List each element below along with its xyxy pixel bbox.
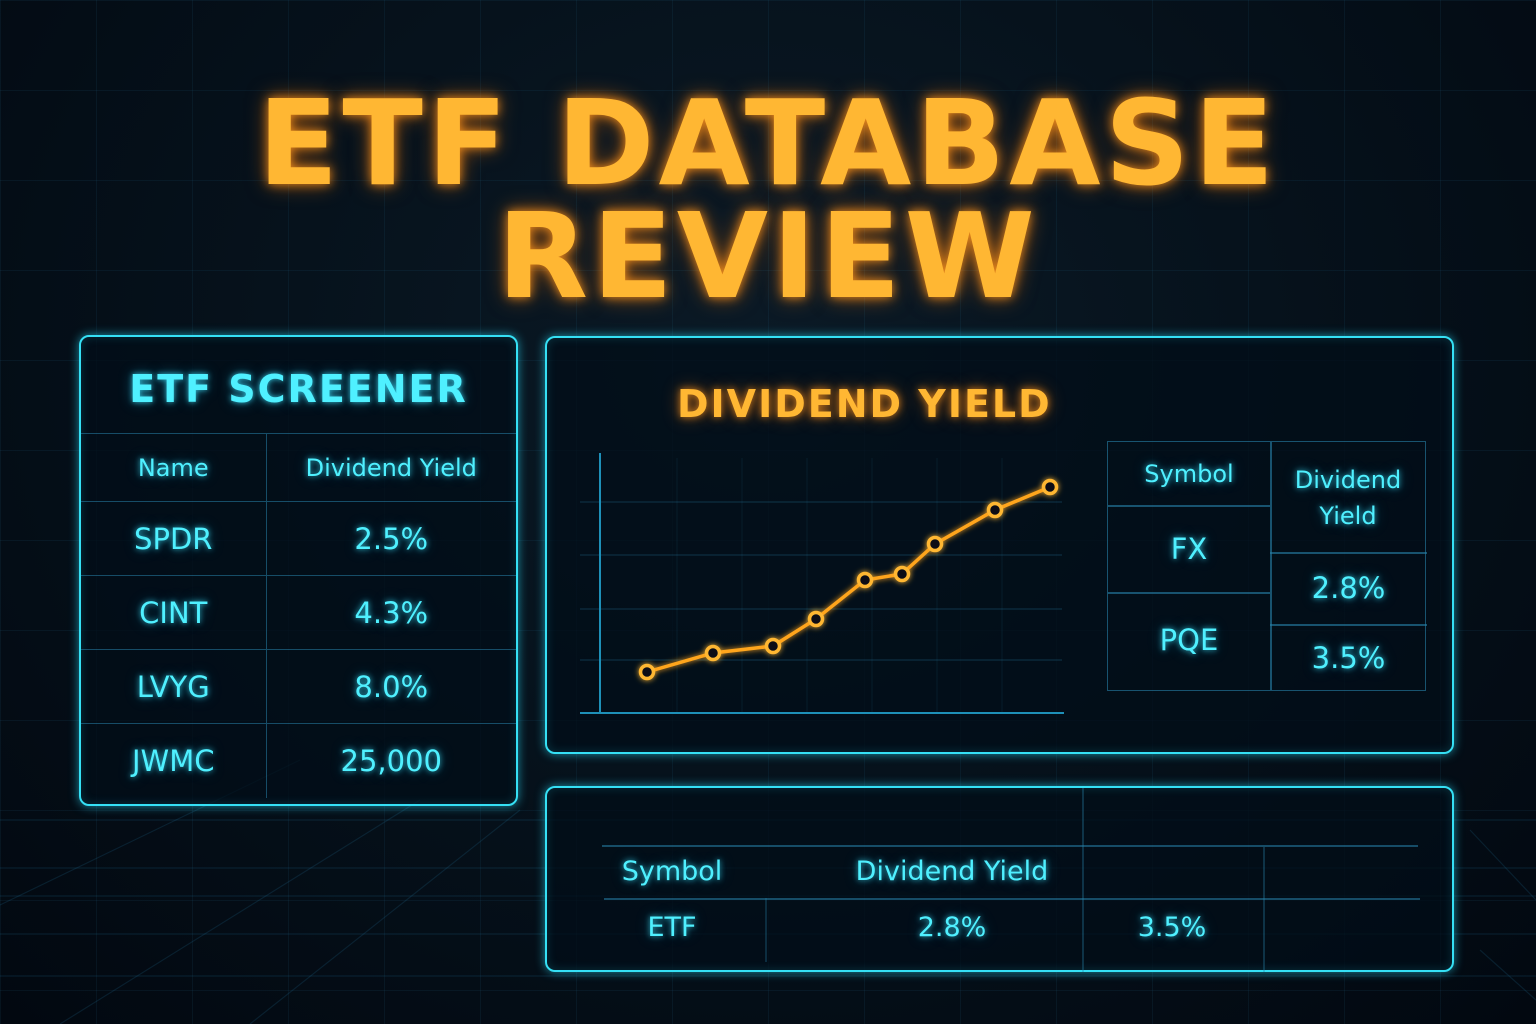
etf-screener-panel: ETF SCREENER Name Dividend Yield SPDR 2.… xyxy=(79,335,518,806)
table-row[interactable]: SPDR 2.5% xyxy=(81,501,516,576)
cell-extra-value: 3.5% xyxy=(1137,912,1207,943)
symbol-yield-side-table: Symbol Dividend Yield FX PQE 2.8% 3.5% xyxy=(1107,441,1427,691)
divider xyxy=(765,898,767,962)
divider xyxy=(602,845,1418,847)
divider xyxy=(1270,624,1427,626)
cell-yield: 2.8% xyxy=(1311,571,1386,605)
column-header-name[interactable]: Name xyxy=(81,433,266,502)
cell-name: LVYG xyxy=(81,649,266,724)
column-header-symbol[interactable]: Symbol xyxy=(621,856,723,887)
divider xyxy=(1108,592,1270,594)
table-row[interactable]: CINT 4.3% xyxy=(81,575,516,650)
divider xyxy=(604,898,1420,900)
cell-name: SPDR xyxy=(81,501,266,576)
cell-yield: 25,000 xyxy=(265,723,516,798)
dividend-yield-chart-panel: DIVIDEND YIELD xyxy=(545,336,1454,754)
page-title-line1: ETF DATABASE xyxy=(257,74,1279,212)
cell-symbol: FX xyxy=(1170,531,1208,566)
divider xyxy=(1108,505,1270,507)
cell-symbol: PQE xyxy=(1159,622,1219,657)
screener-header-row: Name Dividend Yield xyxy=(81,433,516,502)
column-header-symbol[interactable]: Symbol xyxy=(1144,459,1234,488)
cell-yield: 4.3% xyxy=(265,575,516,650)
bottom-table-panel: Symbol Dividend Yield ETF 2.8% 3.5% xyxy=(545,786,1454,972)
line-chart xyxy=(580,453,1064,714)
divider xyxy=(1270,442,1272,690)
cell-yield: 3.5% xyxy=(1311,641,1386,675)
cell-name: JWMC xyxy=(81,723,266,798)
column-header-dividend-yield[interactable]: Dividend Yield xyxy=(1294,465,1402,530)
dividend-yield-series xyxy=(638,478,1059,681)
screener-table: Name Dividend Yield SPDR 2.5% CINT 4.3% … xyxy=(81,433,516,798)
cell-yield: 2.5% xyxy=(265,501,516,576)
cell-yield: 2.8% xyxy=(917,912,987,943)
page-title-line2: REVIEW xyxy=(497,187,1039,325)
table-row[interactable]: LVYG 8.0% xyxy=(81,649,516,724)
cell-symbol: ETF xyxy=(647,912,697,943)
cell-name: CINT xyxy=(81,575,266,650)
divider xyxy=(1270,552,1427,554)
cell-yield: 8.0% xyxy=(265,649,516,724)
divider xyxy=(1082,788,1084,972)
screener-title: ETF SCREENER xyxy=(129,367,468,411)
column-header-dividend-yield[interactable]: Dividend Yield xyxy=(265,433,516,502)
table-row[interactable]: JWMC 25,000 xyxy=(81,723,516,798)
chart-title: DIVIDEND YIELD xyxy=(677,382,1052,426)
column-header-dividend-yield[interactable]: Dividend Yield xyxy=(855,856,1049,887)
divider xyxy=(1263,847,1265,972)
